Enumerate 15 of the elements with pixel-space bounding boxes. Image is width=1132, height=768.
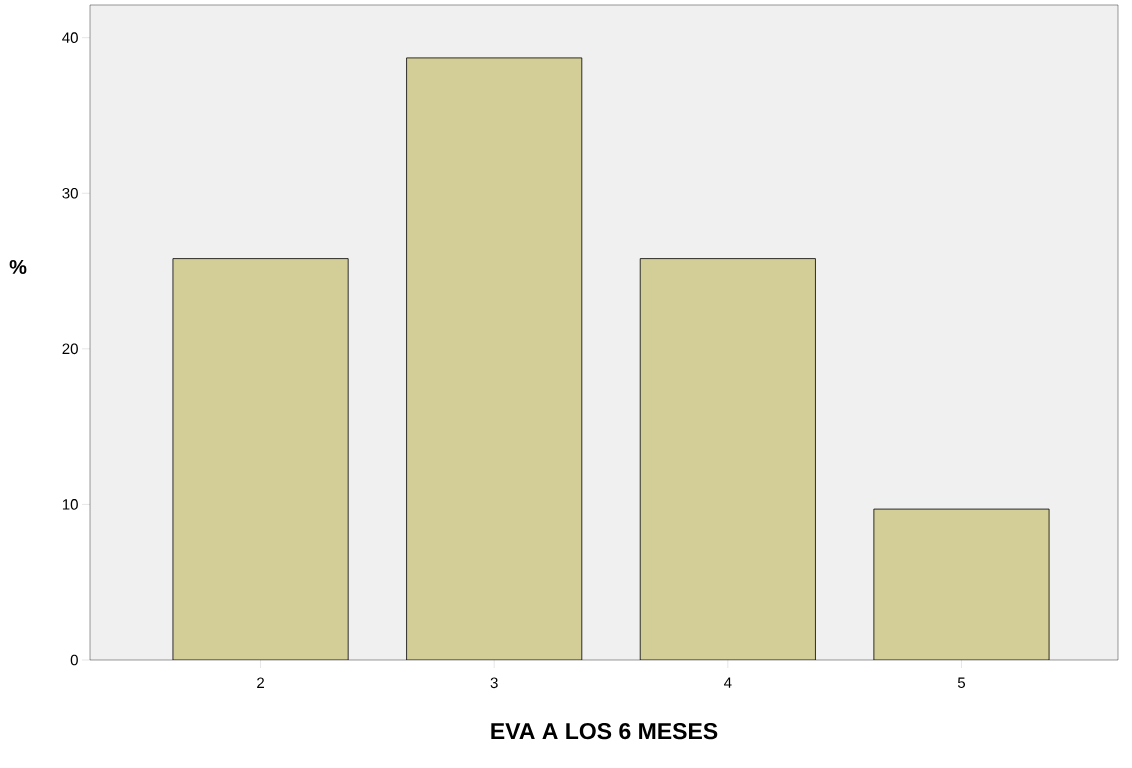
x-axis-title: EVA A LOS 6 MESES — [491, 722, 718, 740]
x-tick-label: 3 — [490, 677, 498, 689]
x-tick-label: 2 — [257, 677, 264, 688]
y-axis-title: % — [9, 259, 27, 275]
x-tick-label: 4 — [724, 677, 732, 688]
y-tick-label: 0 — [70, 654, 78, 666]
bar — [873, 508, 1050, 660]
bar — [172, 258, 349, 660]
y-tick-label: 20 — [62, 343, 78, 355]
y-tick-label: 30 — [62, 187, 78, 199]
bar — [406, 57, 583, 660]
x-tick-label: 5 — [957, 677, 966, 688]
y-tick-label: 40 — [62, 32, 78, 43]
bar — [639, 258, 816, 660]
y-tick-label: 10 — [62, 499, 78, 510]
